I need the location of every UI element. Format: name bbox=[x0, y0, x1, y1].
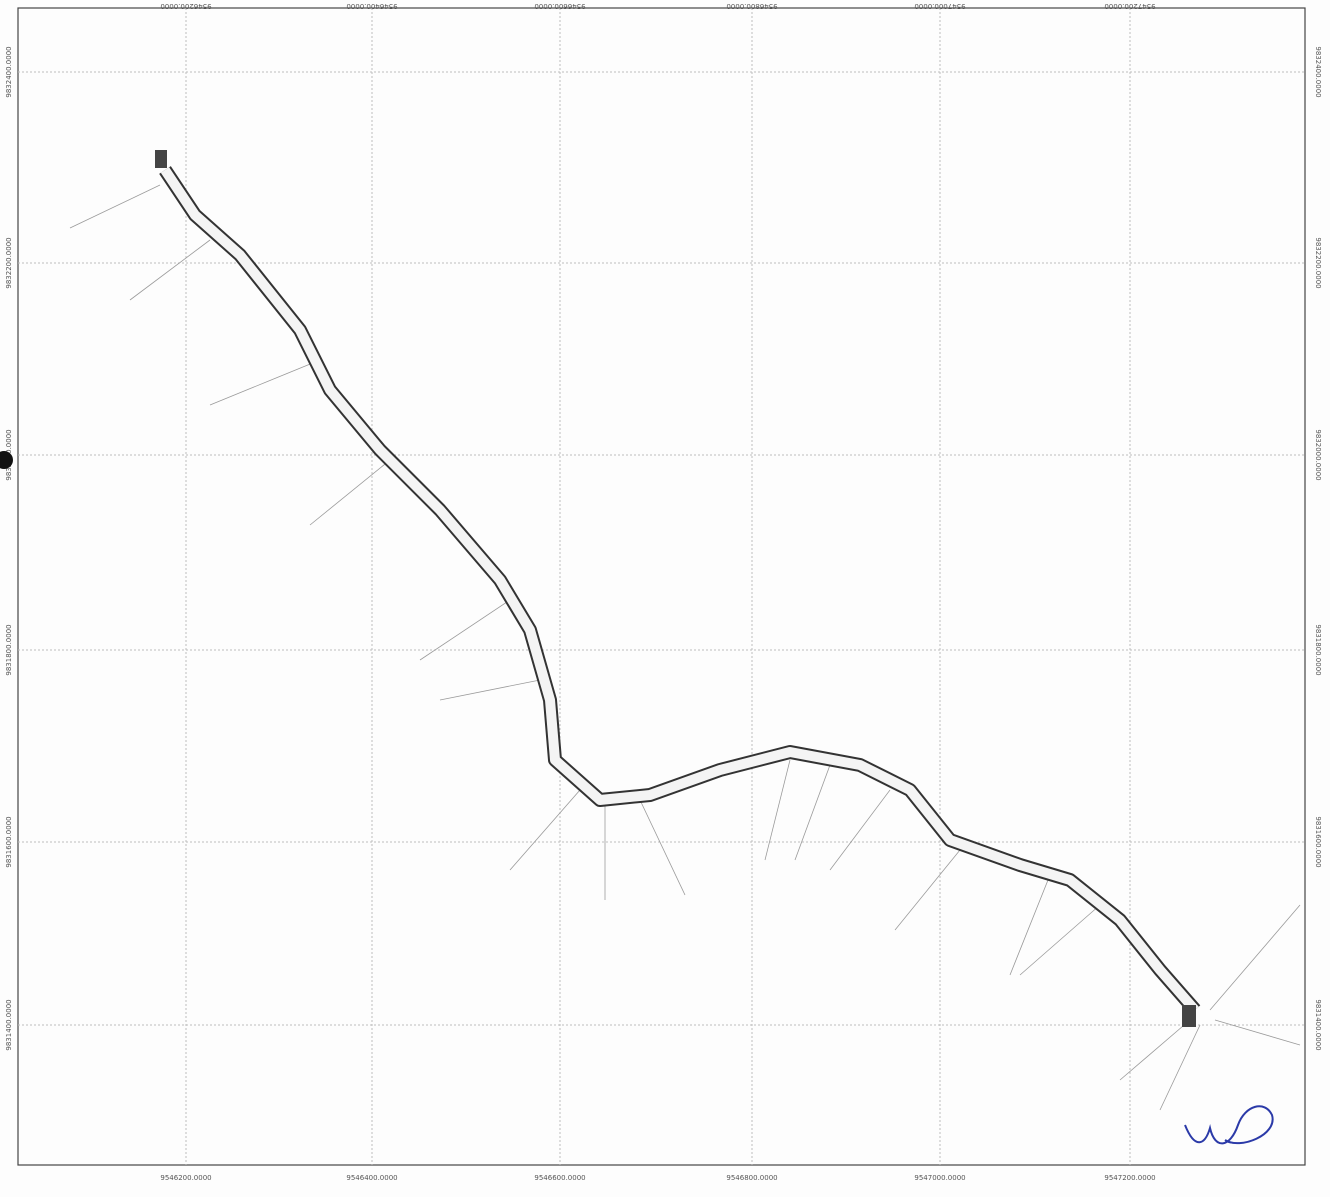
grid-label: 9831800.0000 bbox=[5, 624, 13, 675]
grid-label: 9832400.0000 bbox=[5, 46, 13, 97]
grid-label: 9546600.0000 bbox=[534, 2, 585, 10]
hatch bbox=[129, 239, 211, 301]
grid-label: 9832200.0000 bbox=[5, 237, 13, 288]
grid-label: 9831800.0000 bbox=[1314, 624, 1322, 675]
hatch bbox=[1009, 874, 1051, 976]
hatch bbox=[509, 789, 581, 871]
hatch bbox=[764, 759, 791, 861]
frame bbox=[17, 7, 1306, 1166]
hatch bbox=[639, 799, 686, 896]
start-structure bbox=[155, 150, 167, 168]
grid-label: 9831600.0000 bbox=[5, 816, 13, 867]
signature bbox=[1184, 1105, 1274, 1145]
hatch-lines bbox=[69, 184, 1301, 1111]
hatch bbox=[1019, 904, 1101, 976]
hatch bbox=[69, 184, 161, 229]
grid-label: 9832000.0000 bbox=[1314, 429, 1322, 480]
grid-label: 9832200.0000 bbox=[1314, 237, 1322, 288]
grid-label: 9547000.0000 bbox=[914, 2, 965, 10]
grid-label: 9831400.0000 bbox=[5, 999, 13, 1050]
grid-label: 9546800.0000 bbox=[726, 1174, 777, 1182]
grid-label: 9832400.0000 bbox=[1314, 46, 1322, 97]
grid-label: 9831600.0000 bbox=[1314, 816, 1322, 867]
hatch bbox=[1214, 1019, 1301, 1046]
road-surface bbox=[160, 167, 1199, 1014]
grid-label: 9546200.0000 bbox=[160, 2, 211, 10]
hatch bbox=[1209, 904, 1301, 1011]
grid-label: 9546200.0000 bbox=[160, 1174, 211, 1182]
punch-hole bbox=[0, 451, 13, 469]
hatch bbox=[1119, 1019, 1191, 1081]
grid-label: 9547200.0000 bbox=[1104, 1174, 1155, 1182]
hatch bbox=[829, 789, 891, 871]
hatch bbox=[894, 849, 961, 931]
hatch bbox=[1159, 1024, 1201, 1111]
hatch bbox=[209, 359, 321, 406]
hatch bbox=[794, 764, 831, 861]
end-structure bbox=[1182, 1005, 1196, 1027]
grid-label: 9546400.0000 bbox=[346, 1174, 397, 1182]
grid-label: 9547200.0000 bbox=[1104, 2, 1155, 10]
grid-label: 9546800.0000 bbox=[726, 2, 777, 10]
grid-label: 9547000.0000 bbox=[914, 1174, 965, 1182]
grid-label: 9831400.0000 bbox=[1314, 999, 1322, 1050]
grid-label: 9546400.0000 bbox=[346, 2, 397, 10]
route bbox=[155, 150, 1201, 1027]
grid-label: 9546600.0000 bbox=[534, 1174, 585, 1182]
hatch bbox=[309, 459, 391, 526]
hatch bbox=[439, 679, 541, 701]
hatch bbox=[419, 599, 511, 661]
